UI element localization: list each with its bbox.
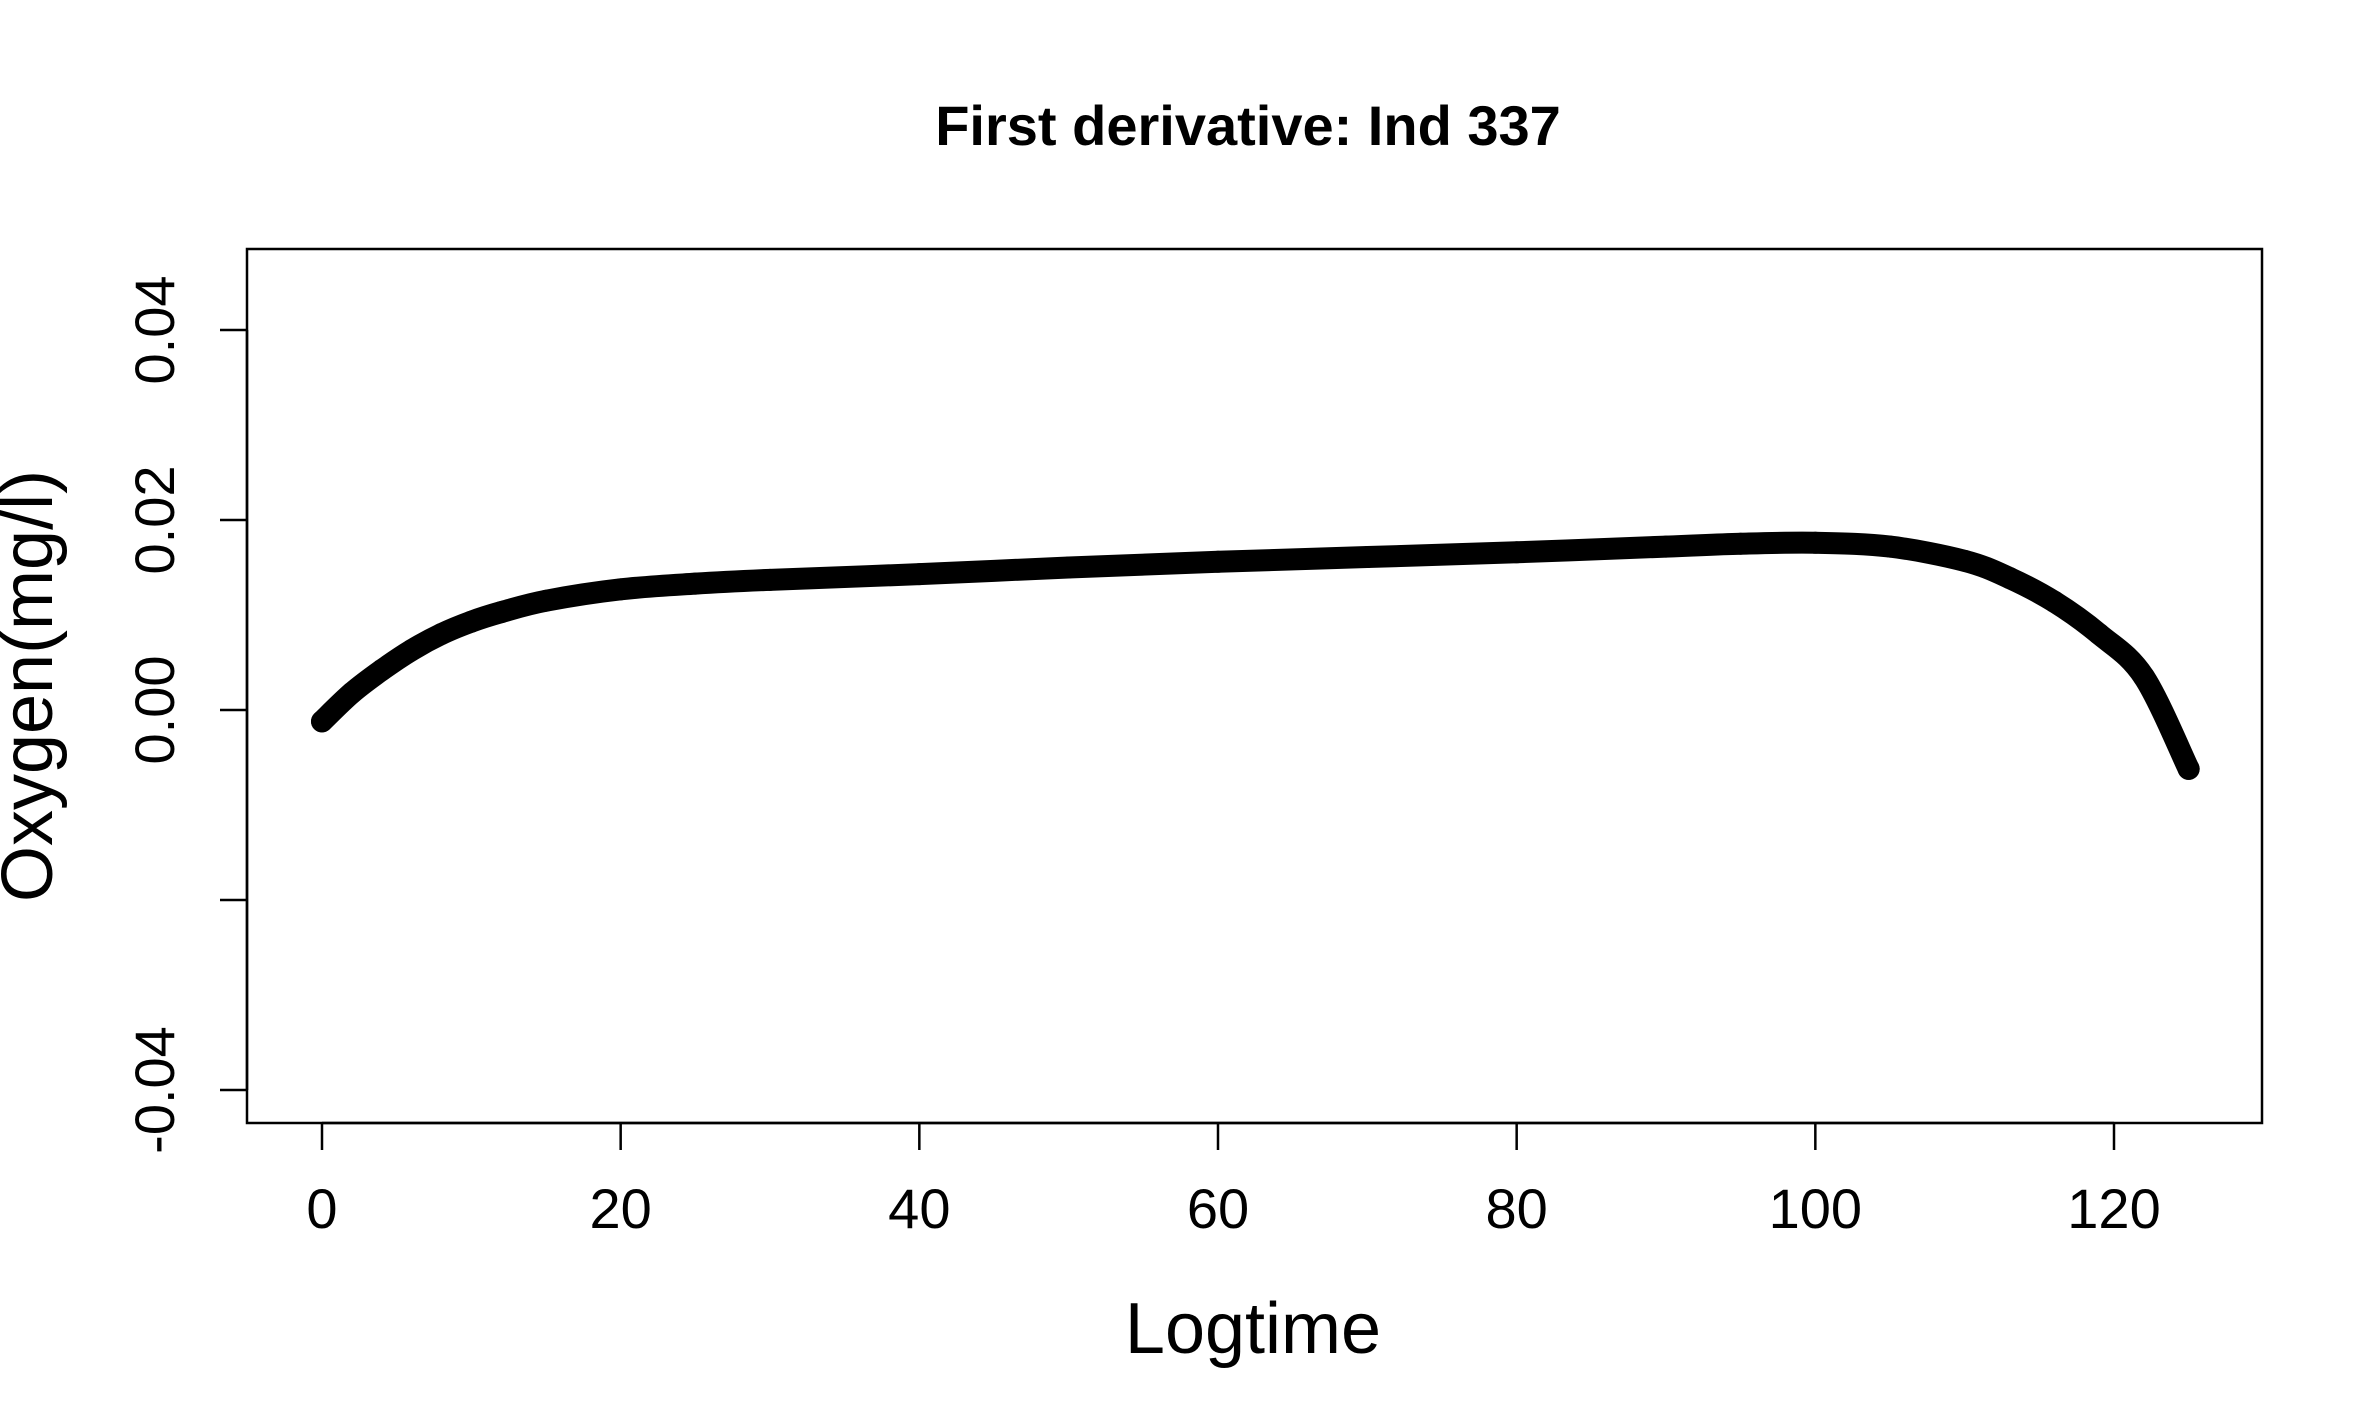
y-tick-label: 0.00 xyxy=(123,656,186,765)
y-axis: -0.04 0.00 0.02 0.04 xyxy=(123,276,249,1154)
x-tick-label: 40 xyxy=(888,1177,950,1240)
data-point xyxy=(759,568,781,591)
x-tick-label: 60 xyxy=(1187,1177,1249,1240)
y-tick-label: 0.04 xyxy=(123,276,186,385)
data-point xyxy=(1057,556,1080,579)
data-point xyxy=(1804,531,1827,554)
data-point xyxy=(460,610,483,633)
series-line xyxy=(311,531,2200,780)
data-point xyxy=(2043,590,2066,613)
data-point xyxy=(1356,546,1379,569)
series-layer xyxy=(311,531,2200,780)
x-axis-label: Logtime xyxy=(1125,1289,1381,1369)
data-point xyxy=(400,639,423,662)
x-tick-label: 120 xyxy=(2067,1177,2160,1240)
x-tick-label: 80 xyxy=(1486,1177,1548,1240)
data-point xyxy=(684,572,707,595)
data-point xyxy=(1729,532,1752,555)
data-point xyxy=(2088,623,2111,645)
data-point xyxy=(311,710,333,733)
data-point xyxy=(609,578,632,601)
plot-area xyxy=(245,247,2264,1125)
data-point xyxy=(2177,757,2200,780)
data-point xyxy=(430,623,453,645)
x-tick-label: 100 xyxy=(1769,1177,1862,1240)
data-point xyxy=(340,681,363,704)
data-point xyxy=(1879,535,1901,558)
data-point xyxy=(1207,550,1229,573)
data-point xyxy=(370,659,393,682)
x-tick-label: 20 xyxy=(590,1177,652,1240)
data-point xyxy=(1953,549,1976,572)
data-point xyxy=(1998,566,2021,589)
data-point xyxy=(1655,535,1677,558)
y-tick-label: 0.02 xyxy=(123,466,186,575)
data-point xyxy=(490,601,513,624)
data-point xyxy=(2132,665,2155,688)
y-tick-label: -0.04 xyxy=(123,1026,186,1154)
y-axis-label: Oxygen(mg/l) xyxy=(0,470,68,902)
data-point xyxy=(908,563,931,586)
x-axis: 0 20 40 60 80 100 120 xyxy=(306,1121,2161,1240)
x-tick-label: 0 xyxy=(306,1177,337,1240)
data-point xyxy=(535,589,557,612)
chart-title: First derivative: Ind 337 xyxy=(935,94,1561,157)
data-point xyxy=(1505,541,1528,564)
